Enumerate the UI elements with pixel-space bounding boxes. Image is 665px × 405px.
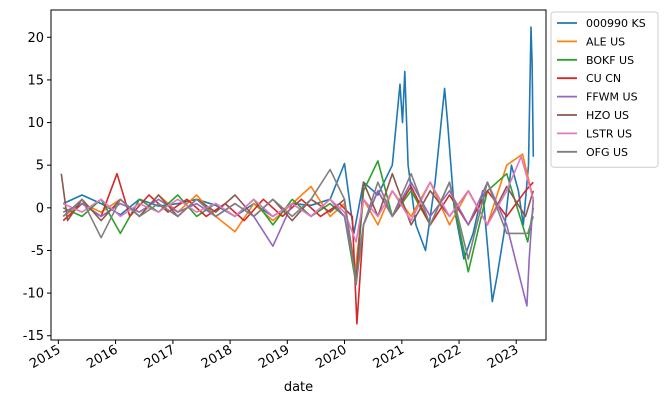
y-axis: -15 -10 -5 0 5 10 15 20 (23, 31, 51, 344)
x-tick-label: 2018 (199, 342, 235, 372)
legend-entry: ALE US (586, 35, 625, 48)
y-tick-label: -15 (23, 329, 44, 344)
legend-entry: HZO US (586, 109, 629, 122)
y-tick-label: 0 (36, 201, 44, 216)
x-tick-label: 2022 (428, 342, 464, 372)
y-tick-label: 15 (27, 73, 44, 88)
x-axis-label: date (284, 380, 313, 395)
series-line-2 (62, 160, 535, 286)
y-tick-label: 10 (27, 116, 44, 131)
legend-entry: 000990 KS (586, 17, 646, 30)
legend-entry: FFWM US (586, 91, 638, 104)
series-line-7 (62, 168, 535, 286)
y-tick-label: 5 (36, 159, 44, 174)
legend-entry: BOKF US (586, 54, 634, 67)
legend-entry: LSTR US (586, 127, 632, 140)
plot-frame (50, 9, 547, 341)
series-line-5 (60, 172, 535, 282)
x-tick-label: 2023 (485, 342, 521, 372)
y-tick-label: -10 (23, 287, 44, 302)
legend-box (550, 11, 659, 168)
y-tick-label: 20 (27, 31, 44, 46)
x-tick-label: 2020 (313, 342, 349, 372)
x-axis: 2015 2016 2017 2018 2019 2020 2021 2022 2023 (27, 340, 521, 372)
x-tick-label: 2021 (371, 342, 407, 372)
x-tick-label: 2016 (84, 342, 120, 372)
x-tick-label: 2019 (256, 342, 292, 372)
series-layer (60, 26, 535, 325)
x-tick-label: 2017 (142, 342, 178, 372)
legend-entry: OFG US (586, 146, 628, 159)
x-tick-label: 2015 (27, 342, 63, 372)
legend: 000990 KS ALE US BOKF US CU CN FFWM US HZO US… (550, 11, 659, 168)
series-line-6 (62, 155, 535, 243)
y-tick-label: -5 (31, 244, 44, 259)
series-line-0 (62, 26, 535, 303)
legend-entry: CU CN (586, 72, 621, 85)
